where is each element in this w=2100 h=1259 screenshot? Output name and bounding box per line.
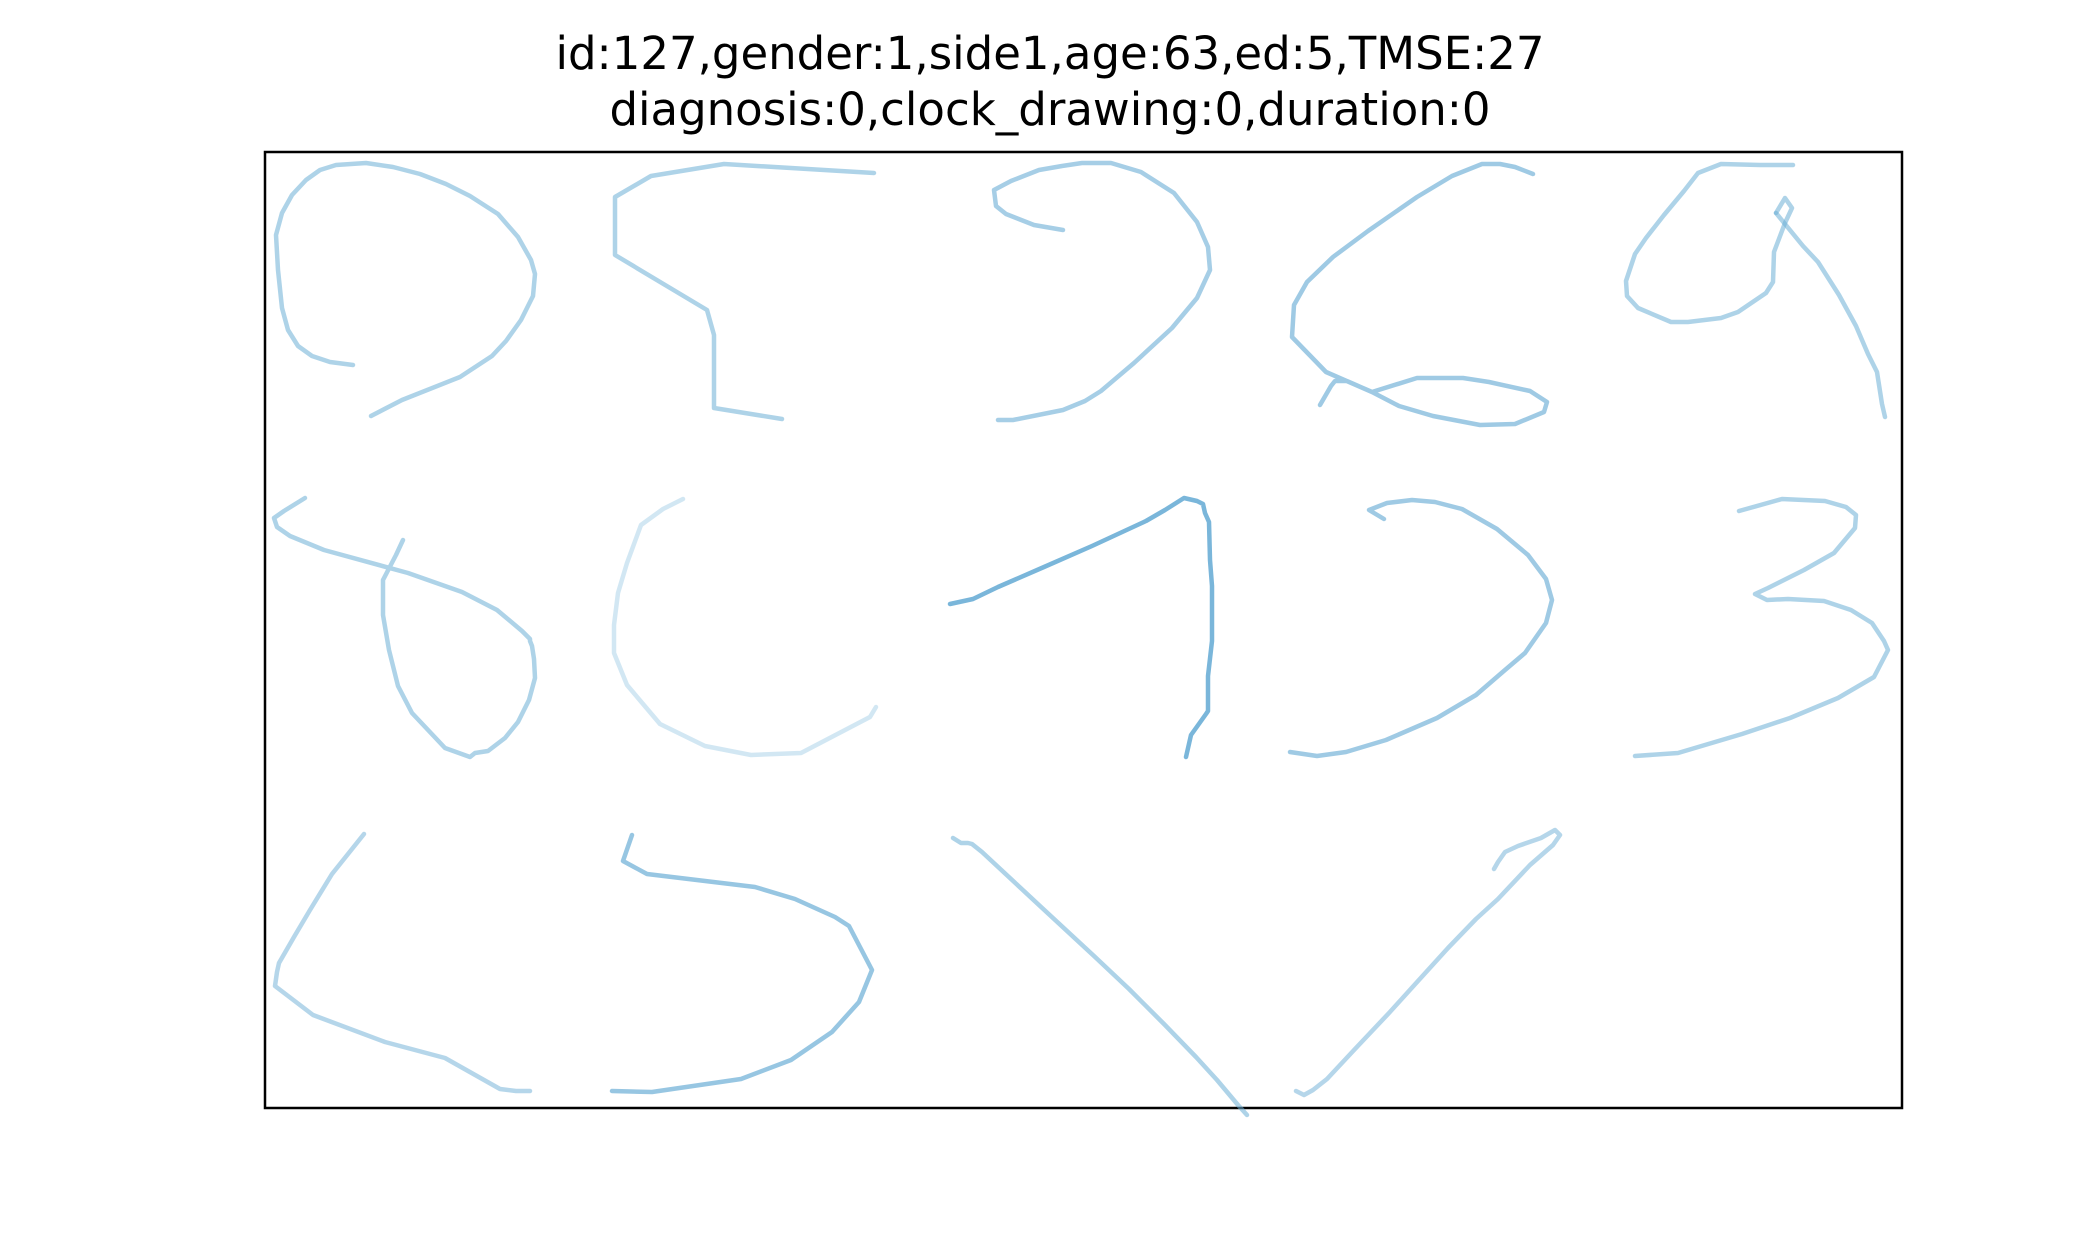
stroke-4 — [1623, 161, 1796, 325]
stroke-8 — [271, 495, 538, 760]
stroke-5 — [612, 161, 877, 422]
stroke-9 — [273, 160, 538, 419]
stroke-2 — [991, 160, 1213, 423]
stroke-L — [272, 831, 533, 1094]
stroke-5b — [609, 832, 875, 1095]
stroke-backslash — [950, 835, 1250, 1118]
stroke-2b — [1287, 497, 1555, 759]
stroke-layer — [271, 160, 1891, 1118]
stroke-3 — [1632, 496, 1891, 759]
figure-title-line-1: id:127,gender:1,side1,age:63,ed:5,TMSE:2… — [555, 27, 1545, 80]
stroke-1 — [947, 495, 1215, 760]
stroke-slash — [1293, 827, 1563, 1098]
stroke-4-tail — [1773, 210, 1888, 420]
figure-title-line-2: diagnosis:0,clock_drawing:0,duration:0 — [609, 83, 1491, 136]
stroke-0 — [611, 496, 879, 758]
stroke-6 — [1289, 161, 1550, 428]
plot-frame — [263, 150, 1904, 1110]
